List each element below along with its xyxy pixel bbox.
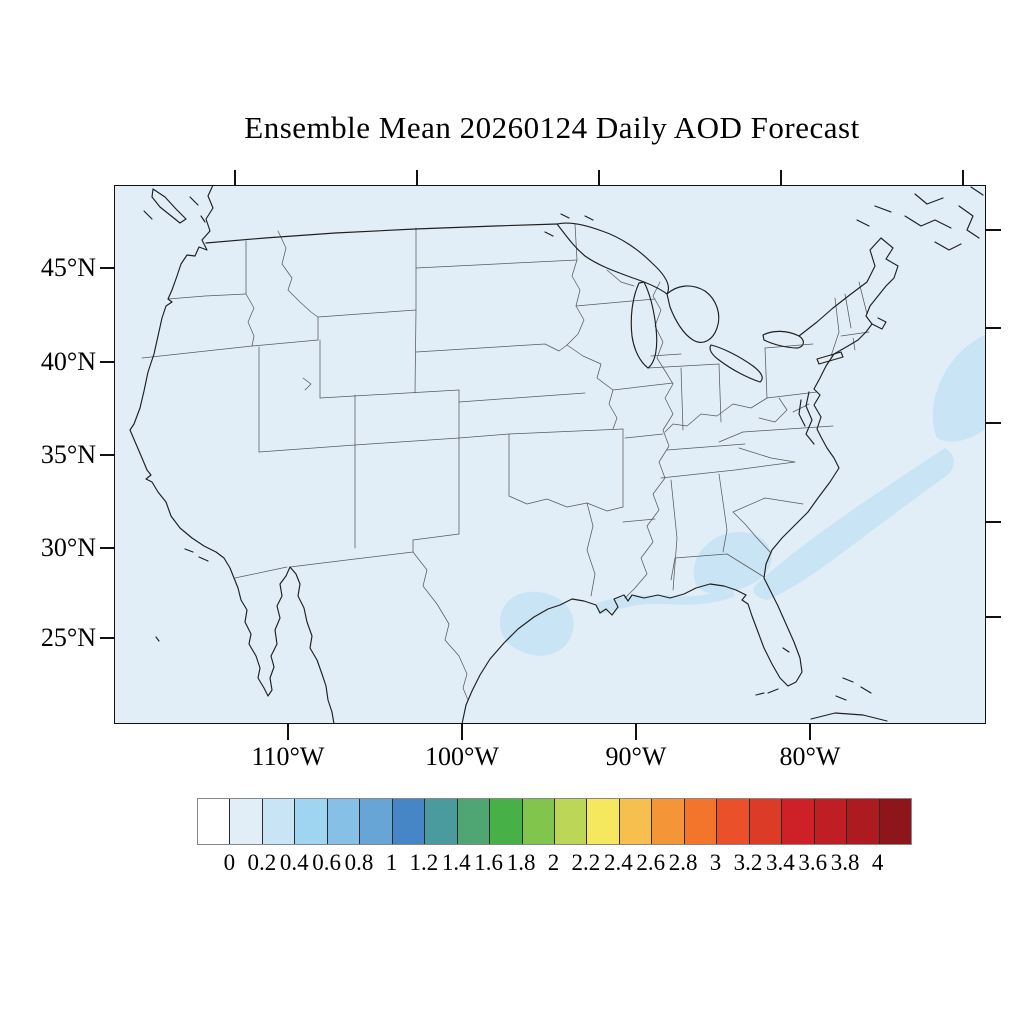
lon-tick-label: 100°W (425, 742, 499, 771)
colorbar-tick-label: 0.2 (247, 850, 277, 875)
colorbar (197, 798, 912, 845)
colorbar-cell (749, 799, 783, 844)
colorbar-tick-label: 1.6 (474, 850, 504, 875)
axis-tick (985, 521, 1001, 523)
map-svg (114, 185, 985, 723)
colorbar-tick-label: 3 (709, 850, 722, 875)
axis-tick (100, 454, 115, 456)
axis-tick (100, 267, 115, 269)
colorbar-tick-label: 2.8 (668, 850, 698, 875)
aod-patch-gulf-coast (594, 585, 735, 614)
colorbar-tick-label: 3.2 (733, 850, 763, 875)
axis-tick (985, 422, 1001, 424)
lat-tick-label: 45°N (40, 253, 96, 282)
colorbar-tick-label: 3.6 (798, 850, 828, 875)
colorbar-cell (684, 799, 718, 844)
axis-tick (985, 327, 1001, 329)
axis-tick (416, 170, 418, 186)
axis-tick (635, 723, 637, 740)
aod-patch-georgia (693, 531, 772, 594)
colorbar-tick-label: 1.2 (409, 850, 439, 875)
colorbar-cell (847, 799, 880, 844)
colorbar-cell (717, 799, 750, 844)
colorbar-cell (782, 799, 815, 844)
aod-patch-atlantic-ne (932, 334, 985, 442)
axis-tick (461, 723, 463, 740)
lat-tick-label: 35°N (40, 440, 96, 469)
colorbar-cell (295, 799, 328, 844)
map-frame (113, 184, 986, 724)
colorbar-cell (360, 799, 393, 844)
colorbar-cell (198, 799, 231, 844)
colorbar-cell (457, 799, 491, 844)
aod-patch-texas-coast (499, 591, 574, 656)
lon-tick-label: 90°W (605, 742, 667, 771)
axis-tick (100, 547, 115, 549)
axis-tick (780, 170, 782, 186)
colorbar-tick-label: 2.2 (571, 850, 601, 875)
colorbar-tick-label: 2.4 (603, 850, 633, 875)
colorbar-cell (554, 799, 588, 844)
lat-tick-label: 25°N (40, 623, 96, 652)
coastlines (128, 185, 984, 723)
colorbar-cell (522, 799, 555, 844)
axis-tick (985, 229, 1001, 231)
colorbar-cell (879, 799, 911, 844)
axis-tick (234, 170, 236, 186)
axis-tick (985, 616, 1001, 618)
colorbar-cell (490, 799, 523, 844)
colorbar-cell (652, 799, 685, 844)
colorbar-cell (814, 799, 848, 844)
colorbar-tick-label: 0.4 (279, 850, 309, 875)
state-borders (141, 223, 869, 700)
colorbar-cell (425, 799, 458, 844)
axis-tick (962, 170, 964, 186)
colorbar-cell (262, 799, 296, 844)
colorbar-cell (619, 799, 653, 844)
plot-title: Ensemble Mean 20260124 Daily AOD Forecas… (244, 110, 860, 145)
axis-tick (100, 361, 115, 363)
lon-tick-label: 110°W (251, 742, 325, 771)
colorbar-tick-label: 0 (223, 850, 236, 875)
aod-patch-atlantic-strip (752, 447, 954, 600)
colorbar-tick-label: 2 (547, 850, 560, 875)
colorbar-tick-label: 3.4 (765, 850, 795, 875)
colorbar-tick-label: 1.8 (506, 850, 536, 875)
colorbar-tick-label: 2.6 (636, 850, 666, 875)
colorbar-tick-label: 1 (385, 850, 398, 875)
colorbar-cell (392, 799, 426, 844)
axis-tick (100, 637, 115, 639)
lon-tick-label: 80°W (779, 742, 841, 771)
colorbar-cell (230, 799, 263, 844)
colorbar-tick-label: 0.6 (312, 850, 341, 875)
colorbar-cell (587, 799, 620, 844)
lat-tick-label: 30°N (40, 533, 96, 562)
lat-tick-label: 40°N (40, 347, 96, 376)
axis-tick (598, 170, 600, 186)
colorbar-tick-label: 1.4 (441, 850, 471, 875)
colorbar-tick-label: 4 (871, 850, 884, 875)
colorbar-tick-label: 3.8 (830, 850, 860, 875)
colorbar-cell (327, 799, 361, 844)
colorbar-tick-label: 0.8 (344, 850, 374, 875)
axis-tick (287, 723, 289, 740)
axis-tick (809, 723, 811, 740)
aod-patch-group (499, 334, 985, 656)
